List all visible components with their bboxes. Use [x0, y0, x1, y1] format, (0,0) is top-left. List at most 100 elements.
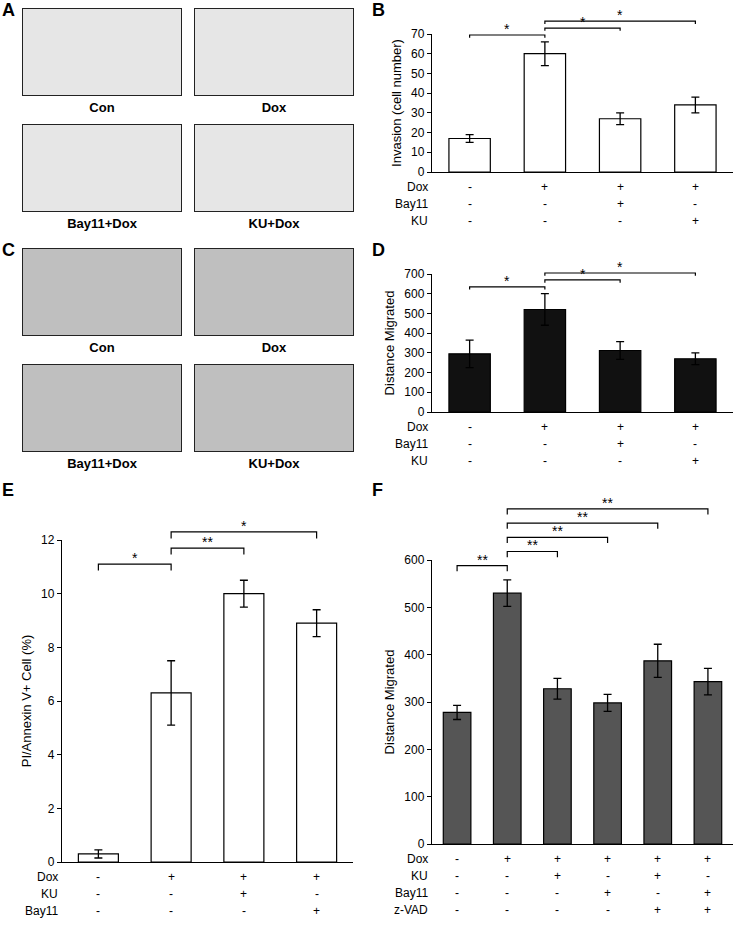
svg-text:KU: KU: [411, 214, 428, 228]
svg-text:KU: KU: [411, 869, 428, 883]
svg-text:**: **: [602, 495, 613, 511]
svg-text:-: -: [555, 903, 559, 917]
svg-text:+: +: [168, 870, 175, 884]
svg-text:0: 0: [48, 855, 55, 869]
svg-text:-: -: [242, 904, 246, 918]
svg-text:-: -: [618, 214, 622, 228]
svg-text:+: +: [604, 852, 611, 866]
svg-text:-: -: [455, 852, 459, 866]
svg-text:-: -: [543, 454, 547, 468]
svg-text:KU: KU: [411, 454, 428, 468]
svg-text:-: -: [543, 437, 547, 451]
svg-text:+: +: [240, 887, 247, 901]
svg-text:Dox: Dox: [407, 180, 428, 194]
svg-text:-: -: [468, 197, 472, 211]
svg-text:60: 60: [411, 47, 425, 61]
svg-text:Dox: Dox: [407, 852, 428, 866]
svg-text:+: +: [704, 886, 711, 900]
svg-text:-: -: [315, 887, 319, 901]
svg-text:+: +: [617, 420, 624, 434]
svg-text:+: +: [654, 903, 661, 917]
svg-text:+: +: [504, 852, 511, 866]
svg-text:0: 0: [418, 405, 425, 419]
svg-text:**: **: [202, 534, 213, 550]
svg-text:+: +: [692, 214, 699, 228]
svg-text:*: *: [580, 14, 586, 30]
svg-text:0: 0: [418, 165, 425, 179]
svg-text:10: 10: [41, 587, 55, 601]
svg-text:200: 200: [404, 743, 424, 757]
svg-text:0: 0: [418, 837, 425, 851]
svg-text:-: -: [468, 214, 472, 228]
svg-text:200: 200: [404, 366, 424, 380]
svg-text:-: -: [96, 904, 100, 918]
svg-text:-: -: [555, 886, 559, 900]
svg-text:400: 400: [404, 326, 424, 340]
svg-text:*: *: [241, 518, 247, 534]
svg-text:-: -: [656, 886, 660, 900]
svg-text:+: +: [617, 180, 624, 194]
svg-text:6: 6: [48, 694, 55, 708]
svg-text:Bay11: Bay11: [25, 904, 58, 918]
svg-text:-: -: [543, 214, 547, 228]
svg-text:KU: KU: [41, 887, 58, 901]
svg-text:+: +: [313, 870, 320, 884]
svg-text:-: -: [96, 870, 100, 884]
svg-text:10: 10: [411, 145, 425, 159]
svg-text:Distance Migrated: Distance Migrated: [382, 650, 397, 755]
svg-text:+: +: [541, 180, 548, 194]
svg-text:Distance Migrated: Distance Migrated: [382, 291, 397, 396]
svg-text:-: -: [169, 887, 173, 901]
svg-text:z-VAD: z-VAD: [394, 903, 428, 917]
svg-text:400: 400: [404, 648, 424, 662]
svg-text:50: 50: [411, 67, 425, 81]
svg-text:30: 30: [411, 106, 425, 120]
svg-text:*: *: [504, 273, 510, 289]
svg-text:Bay11: Bay11: [395, 197, 428, 211]
svg-text:+: +: [313, 904, 320, 918]
svg-text:20: 20: [411, 126, 425, 140]
svg-text:-: -: [468, 437, 472, 451]
svg-text:Bay11: Bay11: [395, 886, 428, 900]
svg-text:**: **: [477, 552, 488, 568]
svg-text:700: 700: [404, 267, 424, 281]
svg-text:*: *: [617, 259, 623, 275]
svg-text:600: 600: [404, 287, 424, 301]
svg-text:-: -: [706, 869, 710, 883]
svg-text:**: **: [577, 509, 588, 525]
svg-text:4: 4: [48, 748, 55, 762]
svg-text:100: 100: [404, 385, 424, 399]
svg-text:-: -: [455, 869, 459, 883]
svg-text:-: -: [455, 903, 459, 917]
svg-text:300: 300: [404, 346, 424, 360]
svg-text:+: +: [604, 886, 611, 900]
svg-text:+: +: [554, 852, 561, 866]
svg-text:-: -: [505, 886, 509, 900]
svg-text:40: 40: [411, 86, 425, 100]
svg-text:*: *: [504, 21, 510, 37]
svg-text:8: 8: [48, 641, 55, 655]
svg-text:+: +: [617, 197, 624, 211]
svg-text:-: -: [693, 197, 697, 211]
svg-text:+: +: [692, 420, 699, 434]
svg-text:100: 100: [404, 790, 424, 804]
svg-text:+: +: [704, 903, 711, 917]
svg-text:Bay11: Bay11: [395, 437, 428, 451]
svg-text:-: -: [468, 180, 472, 194]
svg-text:-: -: [455, 886, 459, 900]
svg-text:+: +: [541, 420, 548, 434]
svg-text:-: -: [543, 197, 547, 211]
svg-text:-: -: [693, 437, 697, 451]
svg-text:**: **: [527, 537, 538, 553]
svg-text:PI/Annexin V+ Cell (%): PI/Annexin V+ Cell (%): [19, 635, 34, 768]
svg-text:+: +: [654, 869, 661, 883]
svg-text:2: 2: [48, 802, 55, 816]
svg-text:12: 12: [41, 533, 55, 547]
svg-text:*: *: [580, 266, 586, 282]
svg-text:-: -: [468, 454, 472, 468]
svg-text:-: -: [505, 869, 509, 883]
svg-text:500: 500: [404, 601, 424, 615]
svg-text:+: +: [554, 869, 561, 883]
svg-text:-: -: [505, 903, 509, 917]
svg-text:+: +: [692, 454, 699, 468]
